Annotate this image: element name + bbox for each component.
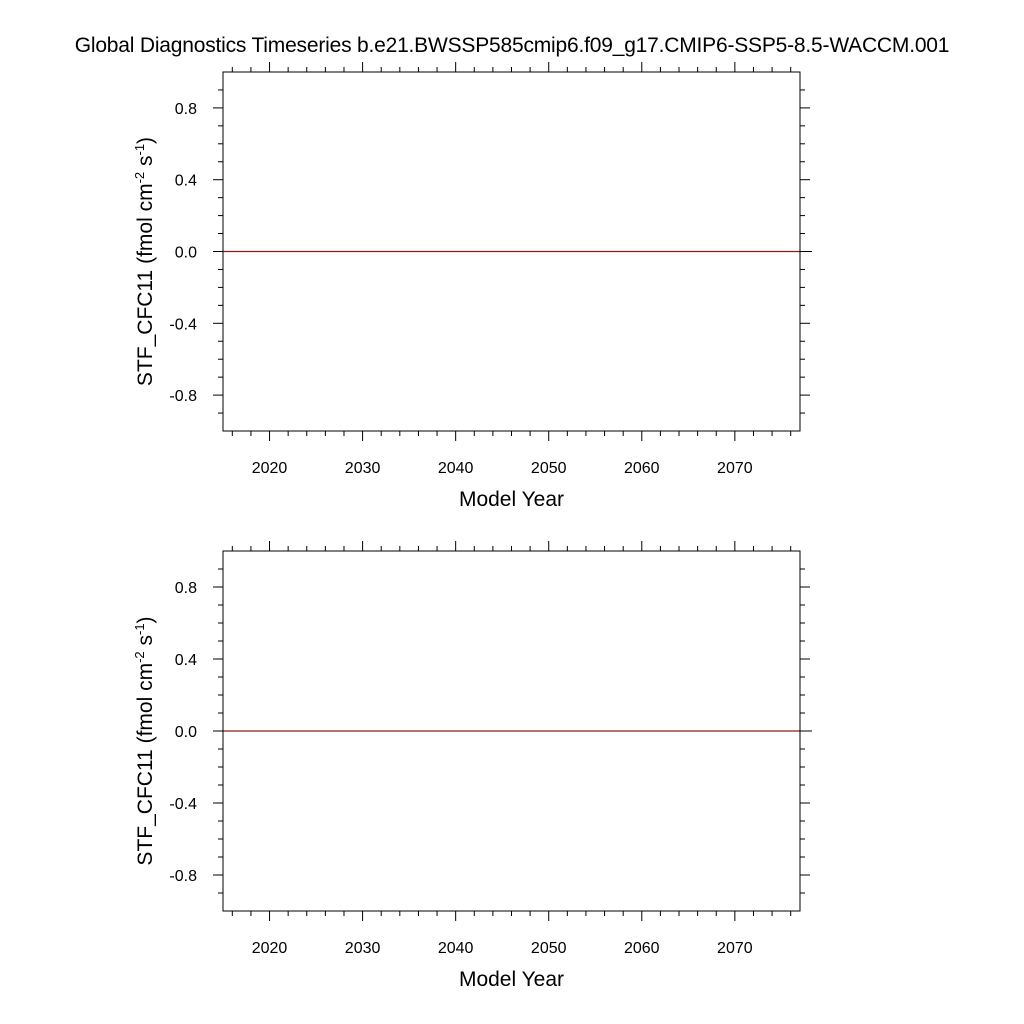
y-axis-label-main: STF_CFC11 (fmol cm xyxy=(134,183,157,386)
y-tick-label: -0.8 xyxy=(169,388,197,405)
x-tick-label: 2060 xyxy=(624,460,660,477)
y-axis-label-exponent: -2 xyxy=(132,172,147,184)
x-tick-label: 2050 xyxy=(531,460,567,477)
y-axis-label-exponent: -1 xyxy=(132,623,147,635)
x-tick-label: 2030 xyxy=(345,460,381,477)
y-tick-label: 0.4 xyxy=(175,173,197,190)
y-axis-label-main: STF_CFC11 (fmol cm xyxy=(134,663,157,866)
x-axis-label: Model Year xyxy=(459,488,564,511)
y-tick-label: 0.4 xyxy=(175,652,197,669)
y-tick-label: 0.8 xyxy=(175,101,197,118)
panel-bottom: 2020 2030 2040 2050 2060 2070 0.8 0.4 0.0 -0.4 -0.… xyxy=(132,541,812,991)
y-axis-label-unit: s xyxy=(134,156,157,172)
y-axis-label-close: ) xyxy=(134,137,157,144)
x-tick-label: 2070 xyxy=(717,460,753,477)
y-axis-label: STF_CFC11 (fmol cm-2 s-1) xyxy=(132,616,157,865)
y-axis-label-close: ) xyxy=(134,616,157,623)
x-tick-label: 2060 xyxy=(624,940,660,957)
x-axis-label: Model Year xyxy=(459,968,564,991)
x-tick-label: 2020 xyxy=(252,460,288,477)
y-tick-label: -0.4 xyxy=(169,796,197,813)
page-title: Global Diagnostics Timeseries b.e21.BWSS… xyxy=(74,34,950,57)
y-tick-label: 0.0 xyxy=(175,724,197,741)
x-tick-label: 2020 xyxy=(252,940,288,957)
x-tick-label: 2030 xyxy=(345,940,381,957)
panel-top: 2020 2030 2040 2050 2060 2070 0.8 0.4 0.0 -0.4 -0.… xyxy=(132,62,812,511)
y-tick-label: -0.4 xyxy=(169,316,197,333)
y-axis-label-unit: s xyxy=(134,635,157,651)
y-axis-label: STF_CFC11 (fmol cm-2 s-1) xyxy=(132,137,157,386)
x-tick-label: 2040 xyxy=(438,940,474,957)
y-tick-label: 0.8 xyxy=(175,580,197,597)
y-axis-label-exponent: -2 xyxy=(132,651,147,663)
x-tick-label: 2050 xyxy=(531,940,567,957)
y-tick-label: 0.0 xyxy=(175,245,197,262)
y-axis-label-exponent: -1 xyxy=(132,144,147,156)
x-tick-label: 2070 xyxy=(717,940,753,957)
y-tick-label: -0.8 xyxy=(169,868,197,885)
x-tick-label: 2040 xyxy=(438,460,474,477)
